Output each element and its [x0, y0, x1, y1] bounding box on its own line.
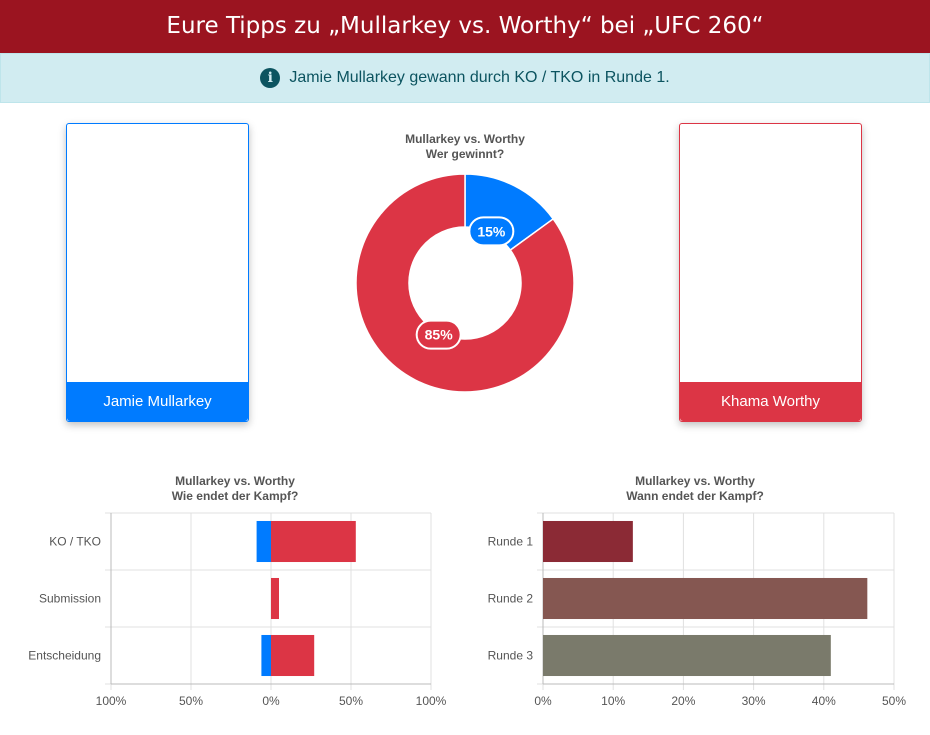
method-xtick-3: 50% — [339, 694, 363, 708]
fighter-card-mullarkey[interactable]: Jamie Mullarkey — [66, 123, 249, 422]
method-chart-title: Mullarkey vs. Worthy — [175, 474, 295, 488]
page-header: Eure Tipps zu „Mullarkey vs. Worthy“ bei… — [0, 0, 930, 53]
method-bar-right-1 — [271, 577, 279, 620]
pie-slice-1 — [355, 173, 575, 393]
round-bar-1 — [543, 577, 868, 620]
result-alert: i Jamie Mullarkey gewann durch KO / TKO … — [0, 53, 930, 103]
info-icon: i — [260, 68, 281, 88]
fighter-name-right: Khama Worthy — [680, 382, 861, 421]
method-bar-right-2 — [271, 634, 315, 677]
svg-text:85%: 85% — [425, 327, 454, 343]
round-category-2: Runde 3 — [488, 649, 534, 663]
method-xtick-1: 50% — [179, 694, 203, 708]
round-xtick-5: 50% — [882, 694, 906, 708]
round-bar-2 — [543, 634, 831, 677]
page-title: Eure Tipps zu „Mullarkey vs. Worthy“ bei… — [166, 13, 764, 39]
method-category-0: KO / TKO — [49, 535, 101, 549]
method-category-1: Submission — [39, 592, 101, 606]
round-chart-subtitle: Wann endet der Kampf? — [626, 489, 764, 503]
round-category-1: Runde 2 — [488, 592, 534, 606]
method-category-2: Entscheidung — [28, 649, 101, 663]
round-chart-title: Mullarkey vs. Worthy — [635, 474, 755, 488]
winner-donut-chart: Mullarkey vs. Worthy Wer gewinnt? 15% 85% — [355, 132, 575, 393]
method-xtick-2: 0% — [262, 694, 280, 708]
pie-chart-title: Mullarkey vs. Worthy — [405, 132, 525, 146]
round-xtick-4: 40% — [812, 694, 836, 708]
round-bar-0 — [543, 520, 633, 563]
method-bar-chart: Mullarkey vs. Worthy Wie endet der Kampf… — [28, 474, 447, 708]
round-bar-chart: Mullarkey vs. Worthy Wann endet der Kamp… — [488, 474, 907, 708]
method-xtick-4: 100% — [416, 694, 447, 708]
method-bar-right-0 — [271, 520, 356, 563]
method-bar-left-2 — [261, 634, 271, 677]
method-bar-left-0 — [256, 520, 271, 563]
method-xtick-0: 100% — [96, 694, 127, 708]
round-category-0: Runde 1 — [488, 535, 534, 549]
round-xtick-1: 10% — [601, 694, 625, 708]
pie-label-1: 85% — [415, 319, 462, 350]
svg-text:15%: 15% — [477, 223, 506, 239]
method-chart-subtitle: Wie endet der Kampf? — [172, 489, 299, 503]
round-xtick-2: 20% — [671, 694, 695, 708]
result-text: Jamie Mullarkey gewann durch KO / TKO in… — [289, 69, 670, 86]
round-xtick-3: 30% — [742, 694, 766, 708]
pie-label-0: 15% — [468, 216, 515, 247]
fighter-name-left: Jamie Mullarkey — [67, 382, 248, 421]
pie-chart-subtitle: Wer gewinnt? — [426, 147, 504, 161]
fighter-card-worthy[interactable]: Khama Worthy — [679, 123, 862, 422]
round-xtick-0: 0% — [534, 694, 552, 708]
